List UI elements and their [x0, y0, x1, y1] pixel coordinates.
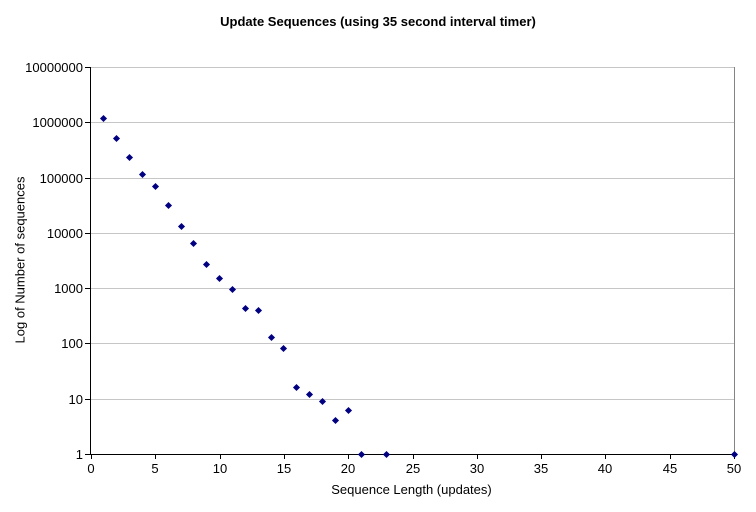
x-axis-tick	[348, 454, 349, 459]
x-axis-tick	[670, 454, 671, 459]
data-point	[203, 260, 211, 268]
y-tick-label: 10	[68, 392, 83, 407]
x-tick-label: 5	[151, 461, 159, 476]
gridline	[91, 399, 734, 400]
data-point	[126, 154, 134, 162]
y-tick-label: 10000000	[25, 60, 83, 75]
x-axis-tick	[220, 454, 221, 459]
y-axis-tick	[85, 178, 91, 179]
data-point	[254, 306, 262, 314]
x-axis-tick	[155, 454, 156, 459]
x-tick-label: 10	[212, 461, 228, 476]
data-point	[177, 223, 185, 231]
x-tick-label: 15	[276, 461, 292, 476]
data-point	[306, 390, 314, 398]
y-axis-tick	[85, 343, 91, 344]
x-tick-label: 30	[469, 461, 485, 476]
data-point	[113, 134, 121, 142]
data-point	[164, 202, 172, 210]
x-axis-tick	[91, 454, 92, 459]
gridline	[91, 288, 734, 289]
x-axis-tick	[605, 454, 606, 459]
x-axis-title: Sequence Length (updates)	[331, 482, 492, 497]
data-point	[138, 170, 146, 178]
plot-area: 1 10 100 1000 10000 100000 1000000 10000000 0 5 10…	[25, 61, 741, 475]
x-axis-tick	[284, 454, 285, 459]
data-point	[151, 182, 159, 190]
data-point	[190, 239, 198, 247]
y-tick-label: 1000	[54, 281, 83, 296]
y-axis-tick	[85, 288, 91, 289]
y-tick-label: 10000	[46, 226, 83, 241]
x-tick-label: 45	[662, 461, 678, 476]
data-point	[357, 450, 365, 458]
gridline	[91, 67, 734, 68]
data-point	[241, 304, 249, 312]
x-axis-tick	[477, 454, 478, 459]
y-axis-tick	[85, 67, 91, 68]
data-point	[293, 383, 301, 391]
data-point	[331, 417, 339, 425]
data-point	[216, 274, 224, 282]
x-tick-label: 35	[533, 461, 549, 476]
data-point	[383, 450, 391, 458]
data-point	[267, 333, 275, 341]
y-axis-tick	[85, 454, 91, 455]
y-axis-tick	[85, 399, 91, 400]
y-axis-title: Log of Number of sequences	[12, 176, 28, 344]
x-axis-tick	[541, 454, 542, 459]
data-point	[730, 450, 738, 458]
chart-title: Update Sequences (using 35 second interv…	[220, 14, 536, 29]
data-point	[344, 407, 352, 415]
data-point	[228, 285, 236, 293]
gridline	[91, 233, 734, 234]
y-tick-label: 100	[61, 336, 83, 351]
y-tick-label: 1000000	[32, 115, 83, 130]
x-tick-label: 25	[405, 461, 421, 476]
gridline	[91, 343, 734, 344]
x-tick-label: 0	[87, 461, 95, 476]
y-axis-tick	[85, 233, 91, 234]
gridline	[91, 178, 734, 179]
data-point	[280, 345, 288, 353]
x-tick-label: 40	[597, 461, 613, 476]
gridline	[91, 122, 734, 123]
x-axis-tick	[413, 454, 414, 459]
x-tick-label: 50	[726, 461, 742, 476]
y-tick-label: 100000	[39, 171, 83, 186]
y-axis-tick	[85, 122, 91, 123]
y-tick-label: 1	[75, 447, 83, 462]
x-tick-label: 20	[340, 461, 356, 476]
